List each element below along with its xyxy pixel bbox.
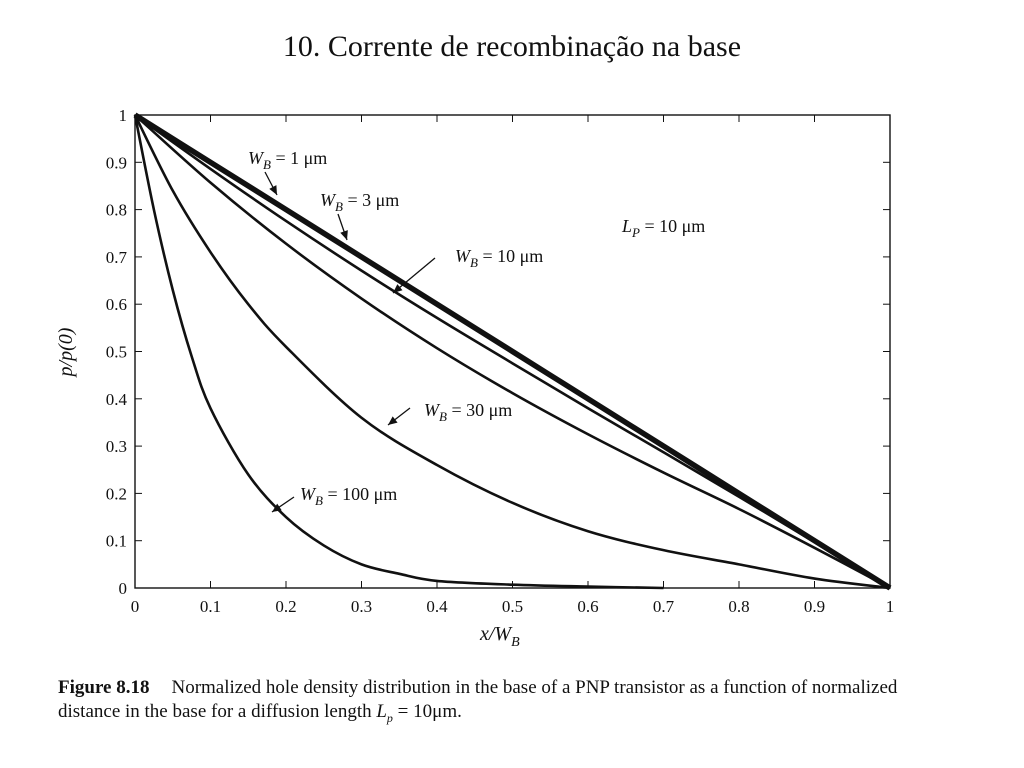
y-tick-label: 0.5 [106, 343, 127, 362]
x-tick-label: 0.8 [728, 597, 749, 616]
x-tick-label: 0.4 [426, 597, 448, 616]
x-tick-label: 1 [886, 597, 895, 616]
x-tick-label: 0 [131, 597, 140, 616]
series-line-4 [133, 114, 891, 590]
arrow-head-3 [393, 284, 403, 293]
caption-body: Normalized hole density distribution in … [58, 677, 898, 725]
series-labels: WB = 1 μm WB = 3 μm WB = 10 μm WB = 30 μm WB… [248, 148, 543, 508]
figure-caption: Figure 8.18 Normalized hole density distr… [58, 676, 958, 730]
arrow-head-1 [269, 185, 277, 195]
y-axis-title: p/p(0) [55, 327, 77, 378]
y-tick-label: 0.2 [106, 484, 127, 503]
x-tick-label: 0.5 [502, 597, 523, 616]
x-tick-label: 0.9 [804, 597, 825, 616]
x-tick-label: 0.1 [200, 597, 221, 616]
chart: 0 0.1 0.2 0.3 0.4 0.5 0.6 0.7 0.8 0.9 1 0 0.1 0.2 0.3 0… [55, 106, 895, 650]
series-label-5: WB = 100 μm [300, 484, 397, 508]
y-tick-label: 0.1 [106, 532, 127, 551]
y-tick-label: 0.8 [106, 201, 127, 220]
x-tick-label: 0.2 [275, 597, 296, 616]
x-tick-label: 0.7 [653, 597, 675, 616]
series-label-2: WB = 3 μm [320, 190, 399, 214]
series-label-3: WB = 10 μm [455, 246, 543, 270]
y-tick-label: 0.6 [106, 295, 127, 314]
x-tick-label: 0.3 [351, 597, 372, 616]
y-tick-label: 0.9 [106, 153, 127, 172]
annotation-arrows [264, 171, 436, 513]
series-line-1 [133, 112, 892, 591]
y-tick-label: 0 [119, 579, 128, 598]
lp-annotation: LP = 10 μm [621, 216, 705, 240]
arrow-head-4 [388, 416, 398, 425]
arrow-head-2 [340, 230, 348, 240]
series-layer [133, 112, 892, 591]
caption-label: Figure 8.18 [58, 677, 150, 698]
y-tick-label: 0.3 [106, 437, 127, 456]
y-tick-label: 1 [119, 106, 128, 125]
arrow-head-5 [272, 503, 282, 512]
y-tick-label: 0.4 [106, 390, 128, 409]
page-title: 10. Corrente de recombinação na base [282, 30, 742, 63]
series-label-1: WB = 1 μm [248, 148, 327, 172]
series-label-4: WB = 30 μm [424, 400, 512, 424]
x-axis-title: x/WB [479, 623, 520, 650]
series-line-3 [134, 114, 891, 590]
series-line-2 [134, 113, 891, 590]
x-tick-label: 0.6 [577, 597, 598, 616]
y-tick-label: 0.7 [106, 248, 128, 267]
tick-labels: 0 0.1 0.2 0.3 0.4 0.5 0.6 0.7 0.8 0.9 1 0 0.1 0.2 0.3 0… [106, 106, 895, 616]
series-line-5 [133, 114, 664, 590]
plot-frame [134, 114, 891, 589]
arrow-shaft-3 [392, 257, 436, 294]
